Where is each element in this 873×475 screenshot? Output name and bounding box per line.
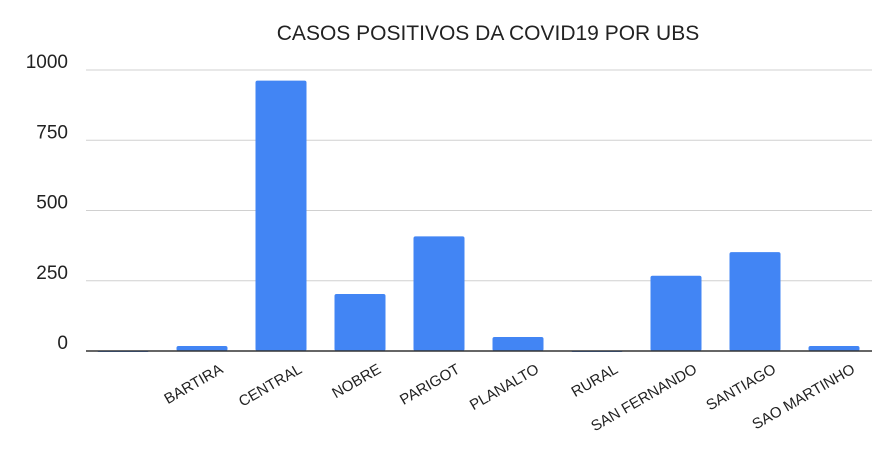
x-tick-label: PLANALTO xyxy=(467,361,542,414)
x-tick-label: SANTIAGO xyxy=(703,361,779,414)
x-tick-label: PARIGOT xyxy=(397,361,463,409)
bars xyxy=(97,80,860,352)
bar xyxy=(176,345,228,351)
bar xyxy=(413,236,465,351)
y-tick-label: 0 xyxy=(57,333,68,354)
x-tick-label: BARTIRA xyxy=(161,361,226,408)
bar xyxy=(255,80,307,351)
bar xyxy=(334,293,386,351)
y-tick-label: 1000 xyxy=(26,52,68,73)
bar xyxy=(808,345,860,351)
gridlines xyxy=(86,69,872,282)
x-tick-label: NOBRE xyxy=(329,361,384,402)
x-axis-ticks: BARTIRA CENTRAL NOBRE PARIGOT PLANALTO RURAL S… xyxy=(161,361,858,435)
y-axis-ticks: 0 250 500 750 1000 xyxy=(26,52,68,354)
bar xyxy=(492,336,544,351)
y-tick-label: 750 xyxy=(36,122,68,143)
bar xyxy=(729,252,781,351)
chart-title: CASOS POSITIVOS DA COVID19 POR UBS xyxy=(277,22,699,45)
x-tick-label: CENTRAL xyxy=(236,361,305,411)
y-tick-label: 250 xyxy=(36,263,68,284)
x-tick-label: RURAL xyxy=(568,361,621,401)
bar xyxy=(650,275,702,351)
y-tick-label: 500 xyxy=(36,193,68,214)
